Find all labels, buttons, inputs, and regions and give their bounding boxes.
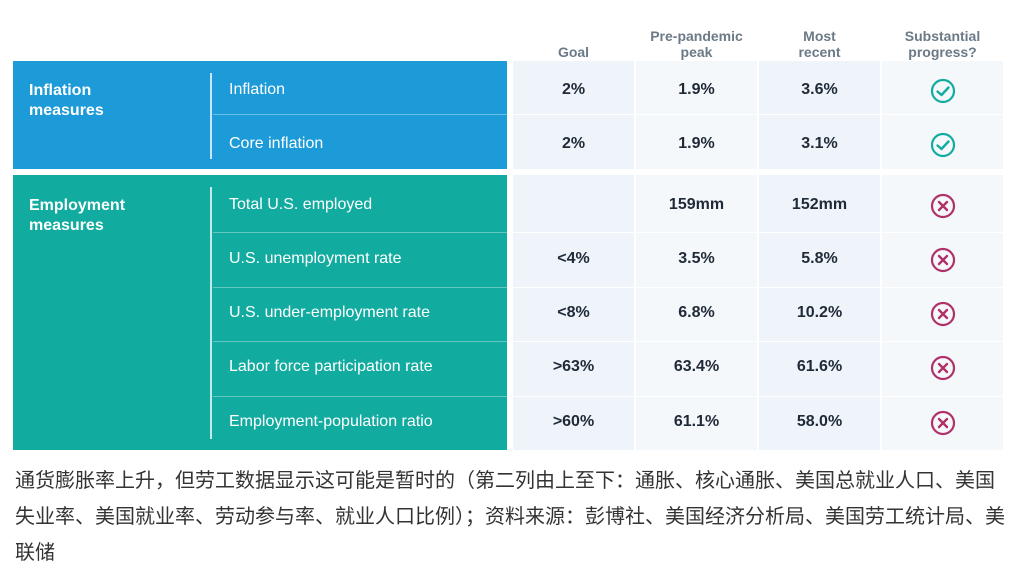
cell-goal: 2% [561,135,586,152]
header-pre-label: Pre-pandemic peak [650,28,743,60]
band-row-divider [213,287,507,288]
cell-pre: 61.1% [673,413,720,430]
row-metric-name: Total U.S. employed [229,196,373,213]
band-divider [210,187,212,439]
table-row: Core inflation 2% 1.9% 3.1% [0,132,1016,158]
row-metric-name: Inflation [229,81,286,98]
x-circle-icon [882,301,1003,327]
band-divider [210,73,212,159]
inflation-measures-band: Inflation measures [13,61,507,169]
header-pre-pandemic-peak: Pre-pandemic peak [636,22,757,60]
x-circle-icon [882,410,1003,436]
check-circle-icon [882,132,1003,158]
employment-measures-band: Employment measures [13,175,507,450]
table-row: U.S. unemployment rate <4% 3.5% 5.8% [0,247,1016,273]
cell-pre: 3.5% [678,250,715,267]
cell-pre: 6.8% [678,304,715,321]
cell-goal: >60% [552,413,595,430]
header-goal: Goal [513,22,634,60]
row-divider [513,396,1003,397]
cell-recent: 3.1% [801,135,838,152]
row-metric-name: U.S. unemployment rate [229,250,402,267]
row-metric-name: U.S. under-employment rate [229,304,430,321]
cell-goal: <8% [557,304,590,321]
cell-pre: 63.4% [673,358,720,375]
table-row: U.S. under-employment rate <8% 6.8% 10.2% [0,301,1016,327]
header-goal-label: Goal [557,44,590,60]
section-divider [513,169,1003,175]
header-most-recent: Most recent [759,22,880,60]
header-recent-label: Most recent [798,28,841,60]
cell-recent: 152mm [791,196,848,213]
x-circle-icon [882,355,1003,381]
cell-goal: >63% [552,358,595,375]
table-row: Total U.S. employed 159mm 152mm [0,193,1016,219]
x-circle-icon [882,193,1003,219]
cell-recent: 61.6% [796,358,843,375]
x-circle-icon [882,247,1003,273]
table-row: Employment-population ratio >60% 61.1% 58.0… [0,410,1016,436]
cell-goal: <4% [557,250,590,267]
row-divider [513,341,1003,342]
cell-recent: 5.8% [801,250,838,267]
cell-pre: 159mm [668,196,725,213]
band-row-divider [213,341,507,342]
cell-recent: 58.0% [796,413,843,430]
row-divider [513,287,1003,288]
category-label-employment: Employment measures [29,197,126,234]
table-row: Labor force participation rate >63% 63.4% 6… [0,355,1016,381]
band-row-divider [213,232,507,233]
band-row-divider [213,396,507,397]
band-row-divider [213,114,507,115]
figure-caption: 通货膨胀率上升，但劳工数据显示这可能是暂时的（第二列由上至下：通胀、核心通胀、美… [15,468,1005,564]
header-substantial-progress: Substantial progress? [882,22,1003,60]
column-pre-bg [636,61,757,450]
cell-pre: 1.9% [678,135,715,152]
row-divider [513,114,1003,115]
column-recent-bg [759,61,880,450]
cell-goal: 2% [561,81,586,98]
column-progress-bg [882,61,1003,450]
table-row: Inflation 2% 1.9% 3.6% [0,78,1016,104]
check-circle-icon [882,78,1003,104]
row-metric-name: Employment-population ratio [229,413,433,430]
cell-recent: 3.6% [801,81,838,98]
cell-recent: 10.2% [796,304,843,321]
row-metric-name: Core inflation [229,135,324,152]
row-metric-name: Labor force participation rate [229,358,433,375]
column-goal-bg [513,61,634,450]
row-divider [513,232,1003,233]
category-label-inflation: Inflation measures [29,82,104,119]
header-progress-label: Substantial progress? [904,28,981,60]
cell-pre: 1.9% [678,81,715,98]
